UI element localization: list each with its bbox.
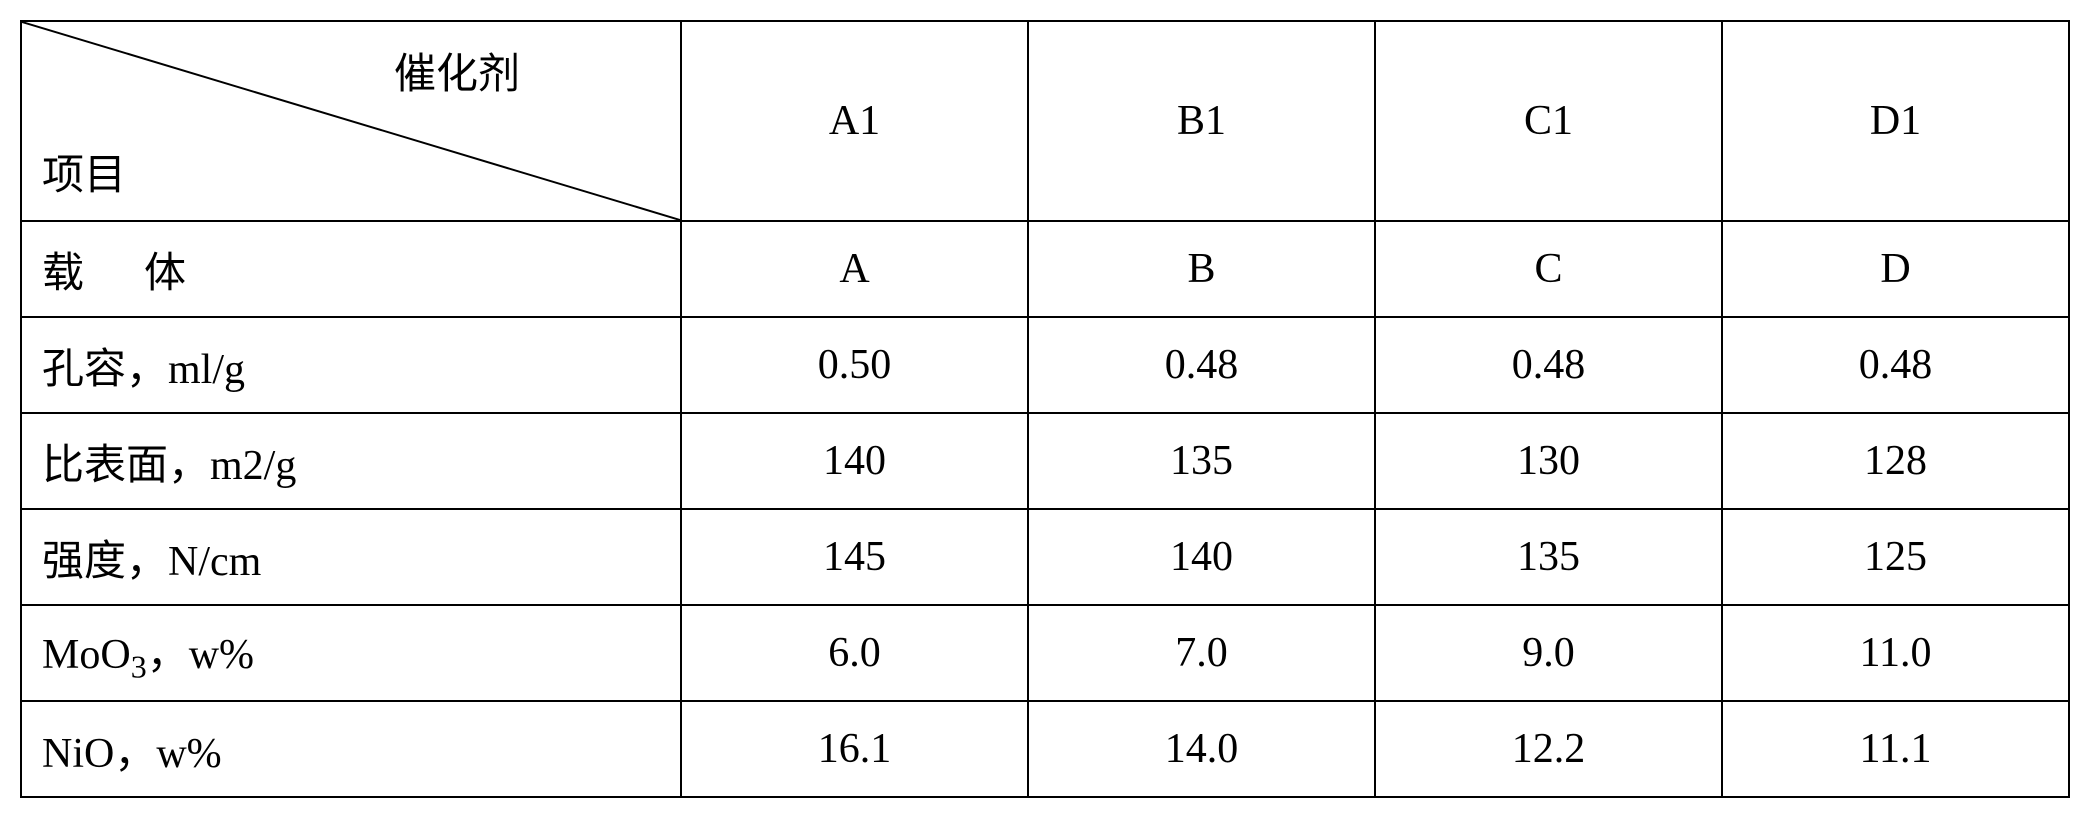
- catalyst-table-container: 催化剂 项目 A1 B1 C1 D1 载体 A B C D 孔容，ml/g: [20, 20, 2070, 798]
- data-cell: 140: [681, 413, 1028, 509]
- catalyst-properties-table: 催化剂 项目 A1 B1 C1 D1 载体 A B C D 孔容，ml/g: [20, 20, 2070, 798]
- header-row: 催化剂 项目 A1 B1 C1 D1: [21, 21, 2069, 221]
- diagonal-top-label: 催化剂: [394, 40, 520, 101]
- data-cell: 0.50: [681, 317, 1028, 413]
- table-row: 强度，N/cm 145 140 135 125: [21, 509, 2069, 605]
- row-label-carrier: 载体: [21, 221, 681, 317]
- data-cell: 9.0: [1375, 605, 1722, 701]
- data-cell: 135: [1028, 413, 1375, 509]
- table-row: MoO3，w% 6.0 7.0 9.0 11.0: [21, 605, 2069, 701]
- data-cell: 6.0: [681, 605, 1028, 701]
- row-label-moo3-pre: MoO: [42, 632, 131, 678]
- col-header-d1: D1: [1722, 21, 2069, 221]
- data-cell: 135: [1375, 509, 1722, 605]
- data-cell: 0.48: [1375, 317, 1722, 413]
- row-label-carrier-part2: 体: [144, 251, 186, 297]
- data-cell: 140: [1028, 509, 1375, 605]
- data-cell: A: [681, 221, 1028, 317]
- row-label-moo3: MoO3，w%: [21, 605, 681, 701]
- diagonal-bottom-label: 项目: [42, 141, 126, 202]
- data-cell: 11.0: [1722, 605, 2069, 701]
- table-row: 孔容，ml/g 0.50 0.48 0.48 0.48: [21, 317, 2069, 413]
- col-header-b1: B1: [1028, 21, 1375, 221]
- data-cell: 0.48: [1028, 317, 1375, 413]
- col-header-a1: A1: [681, 21, 1028, 221]
- row-label-surface-area: 比表面，m2/g: [21, 413, 681, 509]
- data-cell: B: [1028, 221, 1375, 317]
- row-label-moo3-sub: 3: [131, 649, 147, 685]
- data-cell: D: [1722, 221, 2069, 317]
- col-header-c1: C1: [1375, 21, 1722, 221]
- data-cell: 145: [681, 509, 1028, 605]
- data-cell: C: [1375, 221, 1722, 317]
- row-label-strength: 强度，N/cm: [21, 509, 681, 605]
- data-cell: 0.48: [1722, 317, 2069, 413]
- data-cell: 130: [1375, 413, 1722, 509]
- row-label-carrier-part1: 载: [42, 251, 84, 297]
- data-cell: 128: [1722, 413, 2069, 509]
- row-label-pore-volume: 孔容，ml/g: [21, 317, 681, 413]
- data-cell: 125: [1722, 509, 2069, 605]
- table-row: 比表面，m2/g 140 135 130 128: [21, 413, 2069, 509]
- table-row: 载体 A B C D: [21, 221, 2069, 317]
- diagonal-header-cell: 催化剂 项目: [21, 21, 681, 221]
- row-label-moo3-post: ，w%: [147, 632, 254, 678]
- data-cell: 7.0: [1028, 605, 1375, 701]
